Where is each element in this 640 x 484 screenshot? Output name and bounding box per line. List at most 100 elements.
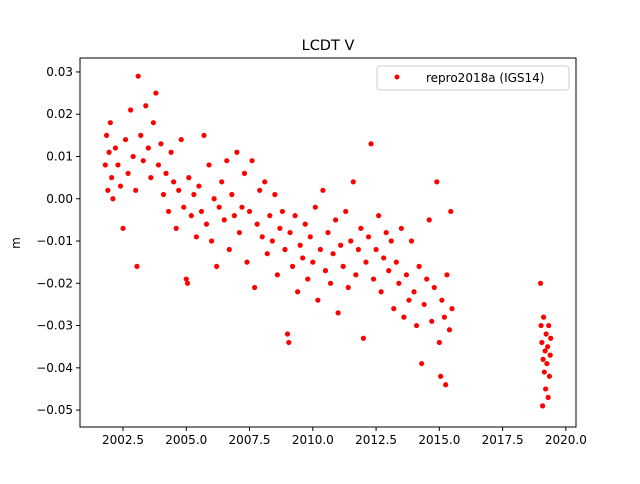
data-point <box>383 229 389 236</box>
data-point <box>191 191 197 198</box>
data-point <box>332 217 339 223</box>
data-point <box>446 327 453 333</box>
data-point <box>546 373 553 379</box>
data-point <box>541 369 547 375</box>
data-point <box>287 229 293 236</box>
data-point <box>249 158 255 164</box>
data-point <box>388 238 394 244</box>
data-point <box>158 141 164 147</box>
data-point <box>155 162 162 168</box>
data-point <box>134 263 140 269</box>
data-point <box>173 225 179 231</box>
data-point <box>338 242 344 248</box>
x-tick-label: 2020.0 <box>545 433 587 447</box>
data-points <box>102 73 554 409</box>
data-point <box>286 339 292 346</box>
data-point <box>386 268 392 274</box>
x-tick-label: 2017.5 <box>482 433 524 447</box>
data-point <box>448 208 454 215</box>
data-point <box>226 246 232 253</box>
data-point <box>438 373 444 379</box>
data-point <box>325 229 331 236</box>
y-tick-label: −0.04 <box>36 361 73 375</box>
data-point <box>355 246 361 253</box>
data-point <box>396 280 402 286</box>
data-point <box>148 175 154 181</box>
data-point <box>403 272 410 278</box>
data-point <box>436 339 442 346</box>
legend-label: repro2018a (IGS14) <box>426 71 544 85</box>
data-point <box>429 318 435 324</box>
data-point <box>186 175 192 181</box>
data-point <box>143 103 149 109</box>
chart-title: LCDT V <box>302 38 355 54</box>
data-point <box>330 251 336 257</box>
data-point <box>221 217 227 223</box>
data-point <box>289 263 296 269</box>
legend: repro2018a (IGS14) <box>376 65 570 91</box>
data-point <box>305 276 311 282</box>
y-tick-label: −0.01 <box>36 234 73 248</box>
data-point <box>401 314 407 320</box>
data-point <box>322 268 329 274</box>
data-point <box>231 213 237 219</box>
data-point <box>264 251 270 257</box>
data-point <box>267 213 273 219</box>
data-point <box>145 145 151 151</box>
data-point <box>234 149 240 155</box>
y-tick-label: 0.03 <box>46 65 73 79</box>
data-point <box>140 158 146 164</box>
data-point <box>193 234 200 240</box>
data-point <box>434 179 440 185</box>
data-point <box>315 297 321 303</box>
data-point <box>411 289 417 295</box>
data-point <box>376 213 382 219</box>
data-point <box>363 259 369 265</box>
data-point <box>360 335 367 341</box>
data-point <box>224 158 230 164</box>
data-point <box>196 183 202 189</box>
data-point <box>373 246 379 253</box>
data-point <box>378 289 384 295</box>
data-point <box>130 153 136 160</box>
data-point <box>236 229 243 236</box>
data-point <box>115 162 121 168</box>
data-point <box>538 322 544 329</box>
data-point <box>302 221 308 227</box>
data-point <box>112 145 119 151</box>
data-point <box>262 179 268 185</box>
data-point <box>107 120 113 126</box>
data-point <box>431 284 437 291</box>
data-point <box>244 259 250 265</box>
data-point <box>219 179 225 185</box>
data-point <box>343 208 349 215</box>
data-point <box>398 225 404 231</box>
data-point <box>246 208 253 215</box>
data-point <box>345 284 351 291</box>
data-point <box>272 191 278 198</box>
x-tick-label: 2005.0 <box>165 433 207 447</box>
data-point <box>370 276 377 282</box>
data-point <box>181 204 187 210</box>
data-point <box>421 301 427 308</box>
data-point <box>279 208 286 215</box>
data-point <box>297 242 303 248</box>
data-point <box>198 208 205 215</box>
data-point <box>133 187 139 193</box>
data-point <box>183 276 189 282</box>
data-point <box>365 234 372 240</box>
data-point <box>117 183 124 189</box>
data-point <box>135 73 141 79</box>
data-point <box>546 322 552 329</box>
data-point <box>537 280 544 286</box>
x-tick-label: 2002.5 <box>102 433 144 447</box>
x-tick-label: 2010.0 <box>292 433 334 447</box>
data-point <box>153 90 159 96</box>
data-point <box>106 149 112 155</box>
data-point <box>171 179 177 185</box>
data-point <box>110 196 116 202</box>
y-tick-label: 0.01 <box>46 149 73 163</box>
data-point <box>327 280 334 286</box>
data-point <box>543 386 549 392</box>
